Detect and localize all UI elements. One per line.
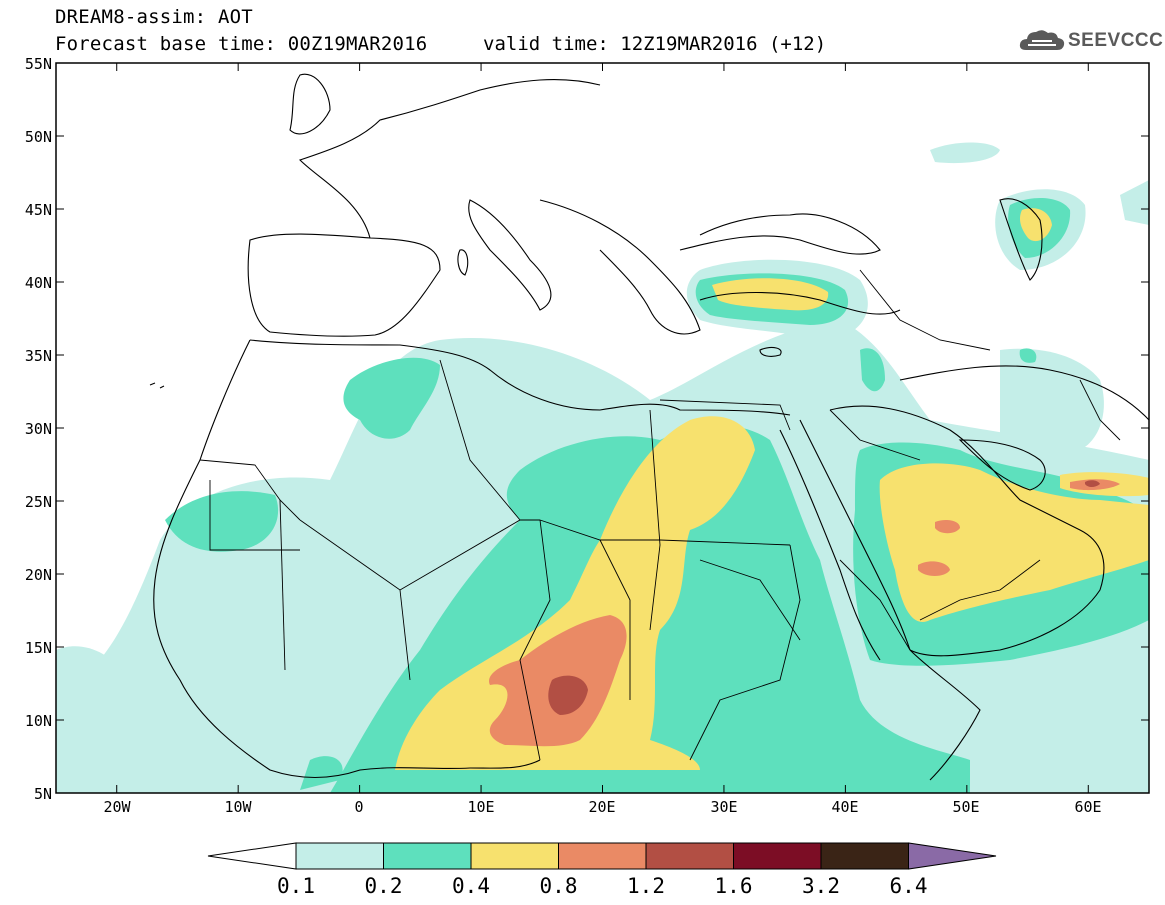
seevccc-logo: SEEVCCC bbox=[1018, 26, 1163, 56]
lat-label-30n: 30N bbox=[25, 420, 52, 438]
lon-label-20e: 20E bbox=[588, 798, 615, 816]
lat-label-40n: 40N bbox=[25, 274, 52, 292]
colorbar-label-0.8: 0.8 bbox=[540, 874, 578, 898]
logo-text: SEEVCCC bbox=[1068, 30, 1164, 51]
country-borders bbox=[199, 269, 1121, 761]
colorbar-segment-0.2-0.4 bbox=[383, 842, 472, 870]
colorbar-segment-3.2-6.4 bbox=[820, 842, 909, 870]
lon-label-0: 0 bbox=[354, 798, 363, 816]
aot-field bbox=[56, 73, 1149, 793]
lon-label-10e: 10E bbox=[467, 798, 494, 816]
colorbar-segment-1.2-1.6 bbox=[645, 842, 734, 870]
lat-label-50n: 50N bbox=[25, 128, 52, 146]
lat-label-25n: 25N bbox=[25, 493, 52, 511]
lon-label-30e: 30E bbox=[710, 798, 737, 816]
aot-level-1.2 bbox=[548, 480, 1100, 715]
colorbar-label-0.1: 0.1 bbox=[277, 874, 315, 898]
colorbar-label-3.2: 3.2 bbox=[802, 874, 840, 898]
cloud-logo-icon bbox=[1019, 30, 1065, 50]
colorbar-segment-0.4-0.8 bbox=[470, 842, 559, 870]
lon-label-40e: 40E bbox=[831, 798, 858, 816]
colorbar-label-0.2: 0.2 bbox=[365, 874, 403, 898]
colorbar-segment-above-6.4 bbox=[908, 842, 997, 870]
colorbar-segment-1.6-3.2 bbox=[733, 842, 822, 870]
lat-label-15n: 15N bbox=[25, 639, 52, 657]
map-title: DREAM8-assim: AOT bbox=[55, 6, 253, 28]
lon-label-50e: 50E bbox=[952, 798, 979, 816]
axis-ticks bbox=[56, 62, 1149, 794]
colorbar: 0.1 0.2 0.4 0.8 1.2 1.6 3.2 6.4 bbox=[207, 842, 997, 898]
lat-label-10n: 10N bbox=[25, 712, 52, 730]
colorbar-label-1.2: 1.2 bbox=[627, 874, 665, 898]
colorbar-label-0.4: 0.4 bbox=[452, 874, 490, 898]
colorbar-segment-0.8-1.2 bbox=[558, 842, 647, 870]
lat-label-20n: 20N bbox=[25, 566, 52, 584]
lat-label-35n: 35N bbox=[25, 347, 52, 365]
colorbar-label-6.4: 6.4 bbox=[890, 874, 928, 898]
colorbar-segment-below-0.1 bbox=[207, 842, 297, 870]
longitude-labels: 20W 10W 0 10E 20E 30E 40E 50E 60E bbox=[103, 798, 1101, 816]
lat-label-5n: 5N bbox=[34, 785, 52, 803]
lat-label-45n: 45N bbox=[25, 201, 52, 219]
colorbar-label-1.6: 1.6 bbox=[715, 874, 753, 898]
lon-label-60e: 60E bbox=[1074, 798, 1101, 816]
valid-time: valid time: 12Z19MAR2016 (+12) bbox=[483, 33, 827, 55]
lon-label-20w: 20W bbox=[103, 798, 131, 816]
lat-label-55n: 55N bbox=[25, 55, 52, 73]
lon-label-10w: 10W bbox=[224, 798, 252, 816]
colorbar-segment-0.1-0.2 bbox=[295, 842, 384, 870]
forecast-base-time: Forecast base time: 00Z19MAR2016 bbox=[55, 33, 428, 55]
latitude-labels: 55N 50N 45N 40N 35N 30N 25N 20N 15N 10N … bbox=[25, 55, 52, 803]
